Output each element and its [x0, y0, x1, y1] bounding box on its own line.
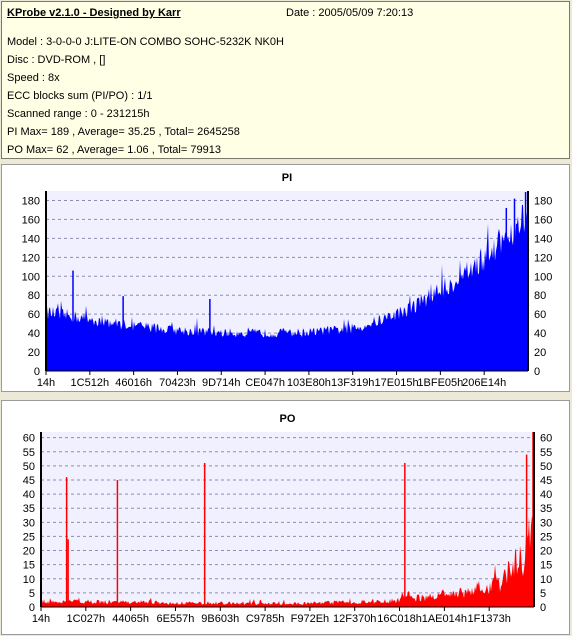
po-ytick-right: 5 [540, 588, 546, 600]
po-ytick-left: 60 [23, 433, 35, 445]
po-xtick-label: 14h [32, 613, 50, 625]
scan-date: Date : 2005/05/09 7:20:13 [286, 7, 414, 19]
app-title: KProbe v2.1.0 - Designed by Karr [7, 7, 181, 19]
pi-ytick-left: 180 [22, 195, 40, 207]
pi-xtick-label: 103E80h [287, 377, 331, 389]
po-ytick-right: 10 [540, 574, 552, 586]
po-ytick-left: 45 [23, 475, 35, 487]
info-po-stats: PO Max= 62 , Average= 1.06 , Total= 7991… [7, 144, 221, 156]
po-ytick-right: 40 [540, 489, 552, 501]
info-speed: Speed : 8x [7, 72, 60, 84]
pi-ytick-left: 40 [28, 328, 40, 340]
po-ytick-left: 50 [23, 461, 35, 473]
pi-ytick-right: 120 [534, 252, 552, 264]
po-xtick-label: 9B603h [201, 613, 239, 625]
pi-ytick-right: 40 [534, 328, 546, 340]
pi-xtick-label: 46016h [115, 377, 152, 389]
pi-xtick-label: 70423h [159, 377, 196, 389]
pi-ytick-left: 140 [22, 233, 40, 245]
po-xtick-label: 44065h [112, 613, 149, 625]
pi-chart-title: PI [282, 172, 292, 184]
info-ecc: ECC blocks sum (PI/PO) : 1/1 [7, 90, 153, 102]
po-ytick-right: 60 [540, 433, 552, 445]
po-xtick-label: F972Eh [291, 613, 330, 625]
po-bars [41, 506, 534, 607]
pi-xtick-label: 206E14h [462, 377, 506, 389]
pi-ytick-right: 160 [534, 214, 552, 226]
pi-ytick-right: 180 [534, 195, 552, 207]
pi-ytick-left: 20 [28, 347, 40, 359]
info-disc: Disc : DVD-ROM , [] [7, 54, 106, 66]
po-ytick-left: 15 [23, 560, 35, 572]
po-chart-title: PO [280, 413, 296, 425]
pi-ytick-left: 160 [22, 214, 40, 226]
pi-xtick-label: 9D714h [202, 377, 241, 389]
pi-xtick-label: 13F319h [331, 377, 374, 389]
info-model: Model : 3-0-0-0 J:LITE-ON COMBO SOHC-523… [7, 36, 284, 48]
po-ytick-right: 0 [540, 602, 546, 614]
po-xtick-label: 16C018h [377, 613, 422, 625]
pi-ytick-left: 60 [28, 309, 40, 321]
po-xtick-label: 6E557h [156, 613, 194, 625]
po-xtick-label: C9785h [246, 613, 285, 625]
po-ytick-right: 15 [540, 560, 552, 572]
po-ytick-right: 55 [540, 447, 552, 459]
po-ytick-left: 0 [29, 602, 35, 614]
po-ytick-left: 55 [23, 447, 35, 459]
po-ytick-right: 25 [540, 531, 552, 543]
pi-ytick-left: 80 [28, 290, 40, 302]
po-ytick-left: 10 [23, 574, 35, 586]
po-ytick-right: 35 [540, 503, 552, 515]
pi-ytick-right: 60 [534, 309, 546, 321]
pi-ytick-right: 20 [534, 347, 546, 359]
po-ytick-left: 35 [23, 503, 35, 515]
po-plot-area [41, 432, 534, 607]
po-xtick-label: 1AE014h [422, 613, 467, 625]
pi-xtick-label: 1BFE05h [417, 377, 463, 389]
pi-ytick-right: 100 [534, 271, 552, 283]
pi-ytick-right: 80 [534, 290, 546, 302]
pi-xtick-label: 1C512h [71, 377, 110, 389]
po-ytick-left: 40 [23, 489, 35, 501]
po-ytick-left: 20 [23, 546, 35, 558]
pi-ytick-left: 100 [22, 271, 40, 283]
info-pi-stats: PI Max= 189 , Average= 35.25 , Total= 26… [7, 126, 240, 138]
po-ytick-left: 5 [29, 588, 35, 600]
info-range: Scanned range : 0 - 231215h [7, 108, 150, 120]
po-xtick-label: 12F370h [333, 613, 376, 625]
pi-xtick-label: 14h [37, 377, 55, 389]
po-xtick-label: 1C027h [67, 613, 106, 625]
pi-ytick-right: 0 [534, 366, 540, 378]
pi-ytick-left: 0 [34, 366, 40, 378]
po-ytick-left: 30 [23, 517, 35, 529]
info-panel: KProbe v2.1.0 - Designed by Karr Date : … [1, 1, 570, 159]
po-ytick-right: 50 [540, 461, 552, 473]
pi-xtick-label: CE047h [245, 377, 285, 389]
po-xtick-label: 1F1373h [467, 613, 510, 625]
po-ytick-right: 45 [540, 475, 552, 487]
po-ytick-right: 30 [540, 517, 552, 529]
pi-ytick-left: 120 [22, 252, 40, 264]
pi-xtick-label: 17E015h [375, 377, 419, 389]
pi-bars [46, 204, 528, 371]
pi-chart: PI 0 0 20 20 40 40 60 60 80 80 100 100 120 120 140 140 16… [22, 172, 553, 389]
po-ytick-right: 20 [540, 546, 552, 558]
po-ytick-left: 25 [23, 531, 35, 543]
pi-ytick-right: 140 [534, 233, 552, 245]
po-chart-panel: PO 0 0 5 5 10 10 15 15 20 20 25 25 30 30 35 35 40 40 45 45 50… [1, 400, 570, 635]
pi-chart-panel: PI 0 0 20 20 40 40 60 60 80 80 100 100 120 120 140 140 16… [1, 164, 570, 392]
